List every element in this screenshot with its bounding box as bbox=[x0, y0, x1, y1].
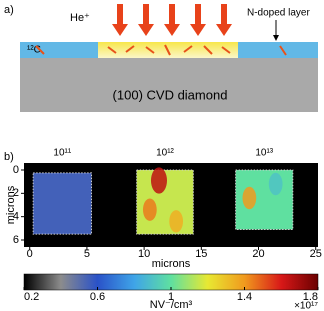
x-tick-label: 15 bbox=[195, 248, 207, 260]
colorbar-scale: ×10¹⁷ bbox=[294, 301, 318, 311]
colorbar-tick-label: 1.4 bbox=[237, 291, 252, 303]
hot-spot bbox=[142, 198, 157, 221]
colorbar-label: NV⁻/cm³ bbox=[150, 299, 193, 311]
colorbar-tick-label: 1 bbox=[168, 291, 174, 303]
isotope-label: ¹²C bbox=[27, 45, 41, 56]
hot-spot bbox=[242, 186, 257, 210]
pointer-head bbox=[273, 35, 279, 41]
nv-centers bbox=[35, 44, 287, 56]
layer-label: N-doped layer bbox=[247, 8, 310, 19]
substrate bbox=[20, 58, 318, 112]
y-tick-label: 4 bbox=[13, 211, 19, 223]
x-tick-label: 0 bbox=[27, 248, 33, 260]
panel-label: b) bbox=[4, 151, 14, 163]
x-tick-label: 10 bbox=[138, 248, 150, 260]
region-label: 10¹² bbox=[156, 148, 174, 159]
region bbox=[32, 172, 92, 235]
y-tick-label: 6 bbox=[13, 234, 19, 246]
panel-b: b) microns microns ×10¹⁷ NV⁻/cm³ bbox=[4, 151, 318, 311]
x-tick-label: 25 bbox=[310, 248, 322, 260]
panel-label: a) bbox=[4, 4, 14, 16]
colorbar-tick-label: 1.8 bbox=[303, 291, 318, 303]
x-axis-label: microns bbox=[152, 258, 191, 270]
x-tick-label: 5 bbox=[84, 248, 90, 260]
y-axis-label: microns bbox=[5, 185, 17, 224]
y-tick-label: 2 bbox=[13, 187, 19, 199]
beam-label: He⁺ bbox=[70, 12, 90, 24]
region-label: 10¹³ bbox=[255, 148, 273, 159]
region-label: 10¹¹ bbox=[53, 148, 71, 159]
hot-spot bbox=[150, 167, 167, 194]
x-tick-label: 20 bbox=[252, 248, 264, 260]
substrate-label: (100) CVD diamond bbox=[113, 87, 228, 102]
colorbar-tick-label: 0.6 bbox=[90, 291, 105, 303]
hot-spot bbox=[169, 210, 184, 233]
hot-spot bbox=[268, 172, 283, 196]
colorbar-tick-label: 0.2 bbox=[24, 291, 39, 303]
y-tick-label: 0 bbox=[13, 164, 19, 176]
ion-arrows bbox=[112, 4, 232, 36]
